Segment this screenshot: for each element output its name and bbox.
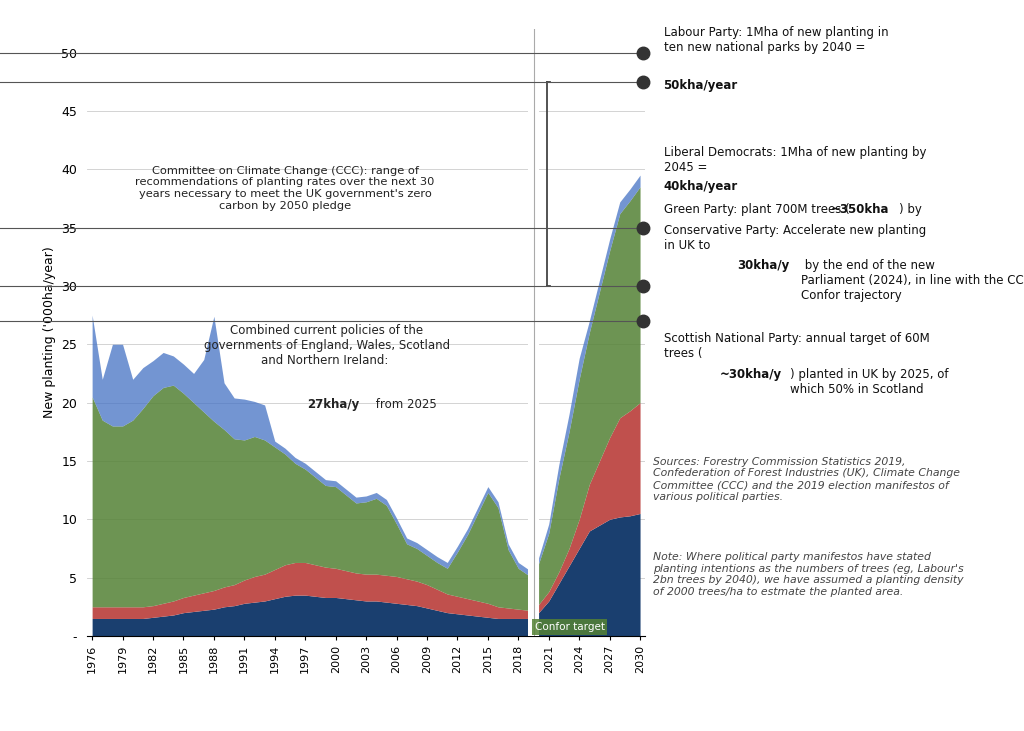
Text: Labour Party: 1Mha of new planting in
ten new national parks by 2040 =: Labour Party: 1Mha of new planting in te…: [664, 26, 888, 69]
Text: ) by: ) by: [899, 203, 922, 216]
Text: Sources: Forestry Commission Statistics 2019,
Confederation of Forest Industries: Sources: Forestry Commission Statistics …: [653, 457, 961, 501]
Text: 27kha/y: 27kha/y: [307, 398, 359, 411]
Text: Note: Where political party manifestos have stated
planting intentions as the nu: Note: Where political party manifestos h…: [653, 552, 964, 596]
Text: Scottish National Party: annual target of 60M
trees (: Scottish National Party: annual target o…: [664, 332, 930, 360]
Text: 50kha/year: 50kha/year: [664, 79, 738, 92]
Text: 30kha/y: 30kha/y: [737, 259, 790, 272]
Text: ~350kha: ~350kha: [830, 203, 889, 216]
Text: ) planted in UK by 2025, of
which 50% in Scotland: ) planted in UK by 2025, of which 50% in…: [790, 368, 948, 395]
Text: from 2025: from 2025: [372, 398, 436, 411]
Text: 40kha/year: 40kha/year: [664, 180, 738, 193]
Y-axis label: New planting ('000ha/year): New planting ('000ha/year): [43, 247, 55, 418]
Text: Green Party: plant 700M trees (: Green Party: plant 700M trees (: [664, 203, 849, 216]
Text: Conservative Party: Accelerate new planting
in UK to: Conservative Party: Accelerate new plant…: [664, 224, 926, 252]
Text: Confor target: Confor target: [535, 622, 604, 632]
Text: Liberal Democrats: 1Mha of new planting by
2045 =: Liberal Democrats: 1Mha of new planting …: [664, 146, 926, 174]
Text: by the end of the new
Parliament (2024), in line with the CCC and
Confor traject: by the end of the new Parliament (2024),…: [801, 259, 1024, 302]
Text: Combined current policies of the
governments of England, Wales, Scotland
and Nor: Combined current policies of the governm…: [204, 324, 451, 366]
Text: ~30kha/y: ~30kha/y: [720, 368, 782, 381]
Text: Committee on Climate Change (CCC): range of
recommendations of planting rates ov: Committee on Climate Change (CCC): range…: [135, 166, 435, 211]
